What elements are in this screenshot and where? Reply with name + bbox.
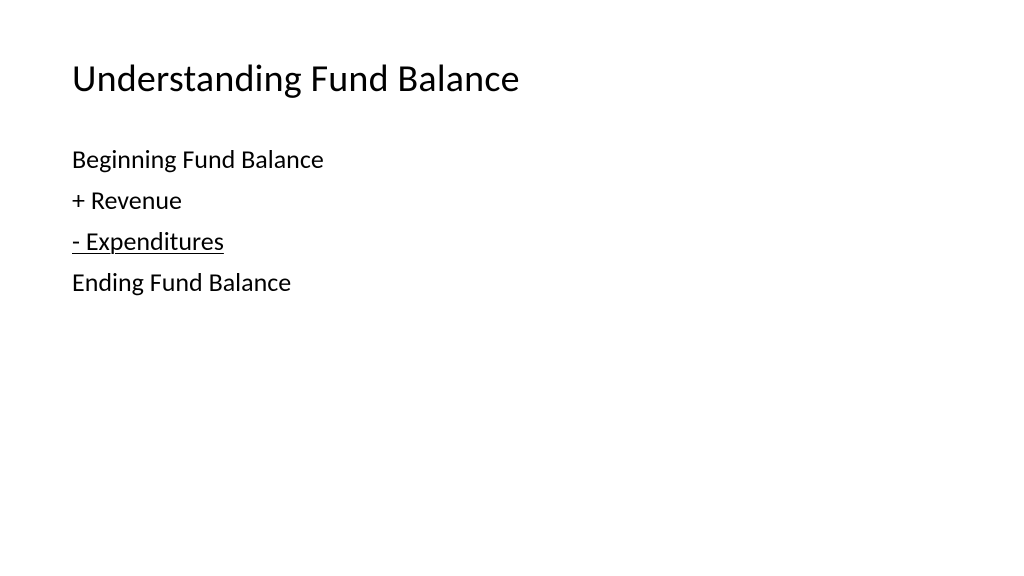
slide-title: Understanding Fund Balance	[72, 56, 952, 102]
body-line-3-text: - Expenditures	[72, 222, 224, 261]
body-line-2: + Revenue	[72, 181, 952, 220]
body-line-1: Beginning Fund Balance	[72, 140, 952, 179]
body-line-4: Ending Fund Balance	[72, 263, 952, 302]
slide-body: Beginning Fund Balance + Revenue - Expen…	[72, 140, 952, 302]
body-line-3: - Expenditures	[72, 222, 952, 261]
